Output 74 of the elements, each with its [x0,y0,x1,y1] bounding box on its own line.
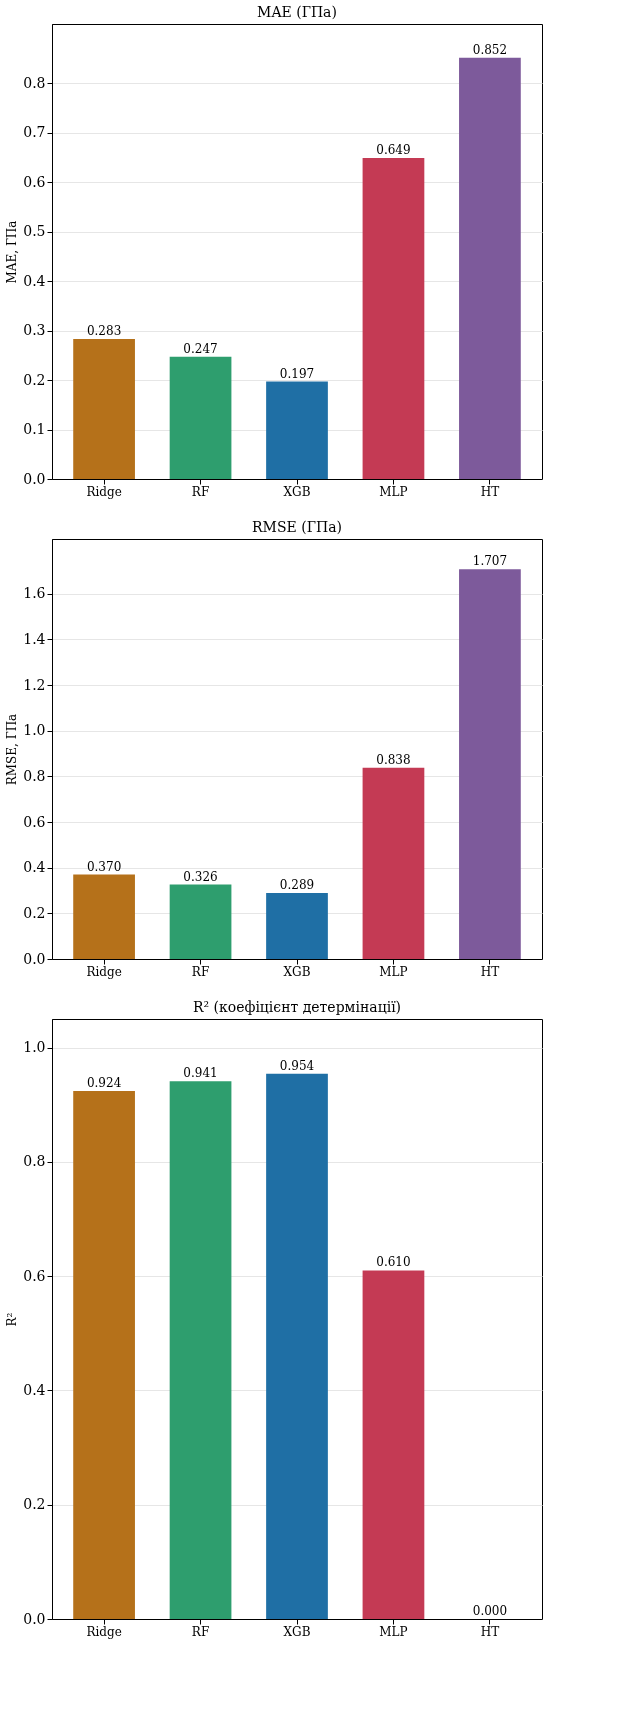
y-tick-label: 1.2 [23,676,46,693]
bar [73,1091,135,1619]
data-label: 0.610 [376,1255,411,1270]
bar [362,767,425,959]
bar [73,874,135,959]
bar [459,569,521,959]
x-tick-label: MLP [379,484,408,499]
y-tick-label: 1.0 [23,722,46,739]
bar [459,57,521,479]
y-tick-label: 0.4 [23,272,46,289]
y-axis-title: MAE, ГПа [5,220,20,284]
y-tick-label: 0.2 [23,371,46,388]
data-label: 0.649 [376,143,411,158]
bar [73,339,135,479]
y-axis-title: RMSE, ГПа [5,713,20,786]
y-tick-label: 0.0 [23,470,46,487]
y-tick-label: 0.0 [23,950,46,967]
data-label: 0.852 [472,42,508,57]
y-tick-label: 0.6 [23,1267,46,1284]
bar [266,893,328,959]
bar [266,381,328,479]
data-label: 0.941 [183,1066,218,1081]
y-tick-label: 0.0 [23,1610,46,1627]
data-label: 0.000 [472,1604,508,1618]
x-tick-label: Ridge [86,1624,122,1639]
data-label: 0.326 [183,869,218,884]
data-label: 0.197 [279,366,315,381]
x-tick-label: XGB [283,1624,311,1639]
x-tick-label: XGB [283,964,311,979]
y-tick-label: 0.8 [23,767,46,784]
y-tick-label: 0.5 [23,223,46,240]
y-tick-label: 0.8 [23,74,46,91]
x-tick-label: Ridge [86,964,122,979]
data-label: 0.247 [183,341,218,356]
x-tick-label: MLP [379,964,408,979]
y-tick-label: 0.7 [23,124,46,141]
data-label: 1.707 [472,554,508,569]
data-label: 0.370 [86,859,122,874]
chart-title: RMSE (ГПа) [252,519,342,535]
x-tick-label: RF [191,1624,210,1639]
data-label: 0.954 [279,1058,315,1073]
x-tick-label: Ridge [86,484,122,499]
bar [169,1081,232,1619]
x-tick-label: RF [191,484,210,499]
y-tick-label: 0.4 [23,1381,46,1398]
y-tick-label: 0.2 [23,904,46,921]
y-tick-label: 0.2 [23,1496,46,1513]
data-label: 0.283 [86,324,122,339]
y-axis-title: R² [5,1312,20,1327]
bar [266,1073,328,1619]
data-label: 0.838 [376,752,411,767]
y-tick-label: 0.1 [23,421,46,438]
y-tick-label: 0.3 [23,322,46,339]
x-tick-label: HT [480,484,500,499]
y-tick-label: 1.6 [23,585,46,602]
data-label: 0.924 [86,1076,122,1090]
x-tick-label: HT [480,964,500,979]
y-tick-label: 0.6 [23,813,46,830]
x-tick-label: HT [480,1624,500,1639]
x-tick-label: XGB [283,484,311,499]
x-tick-label: RF [191,964,210,979]
bar [362,158,425,479]
bar [169,884,232,959]
y-tick-label: 1.0 [23,1039,46,1056]
data-label: 0.289 [279,878,315,893]
y-tick-label: 0.8 [23,1153,46,1170]
bar [362,1270,425,1619]
y-tick-label: 1.4 [23,630,46,647]
bar [169,356,232,479]
chart-title: R² (коефіцієнт детермінації) [192,999,402,1015]
y-tick-label: 0.6 [23,173,46,190]
chart-title: MAE (ГПа) [257,4,337,20]
x-tick-label: MLP [379,1624,408,1639]
y-tick-label: 0.4 [23,859,46,876]
